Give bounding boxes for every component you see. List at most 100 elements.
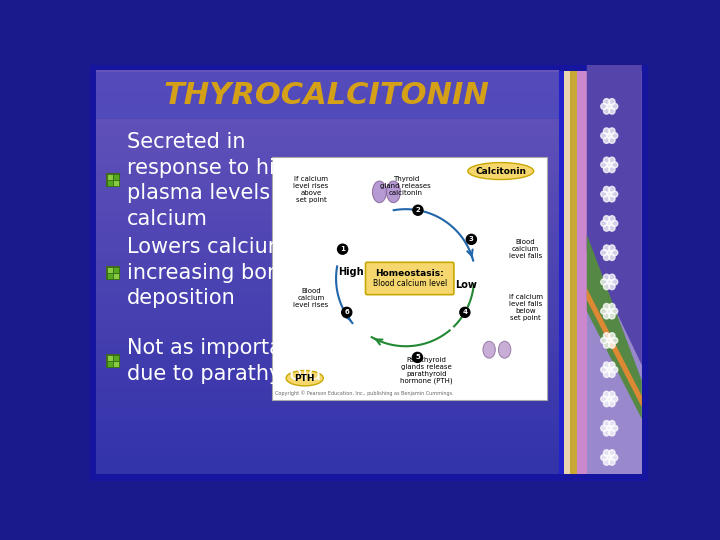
Text: If calcium
level falls
below
set point: If calcium level falls below set point [508,294,543,321]
Circle shape [609,99,615,105]
Circle shape [611,279,618,285]
Circle shape [603,215,610,222]
Bar [96,131,559,138]
Circle shape [603,128,610,134]
Bar [96,333,559,340]
Bar [96,225,559,232]
Circle shape [611,220,618,226]
Ellipse shape [468,163,534,179]
Bar [113,180,120,186]
Polygon shape [587,288,642,408]
Circle shape [609,225,615,231]
Circle shape [611,308,618,314]
Bar [96,164,559,172]
Circle shape [607,367,611,372]
Circle shape [609,450,615,456]
Text: Blood calcium level: Blood calcium level [372,279,447,288]
Circle shape [600,162,607,168]
Bar [96,420,559,427]
Bar [96,393,559,401]
Bar [96,191,559,199]
Bar [96,440,559,448]
Text: If calcium
level rises
above
set point: If calcium level rises above set point [293,176,328,203]
Circle shape [603,195,610,202]
Circle shape [603,137,610,144]
Bar [96,111,559,118]
Ellipse shape [483,341,495,358]
Circle shape [609,401,615,407]
Bar [96,312,559,320]
Text: Copyright © Pearson Education, Inc., publishing as Benjamin Cummings.: Copyright © Pearson Education, Inc., pub… [275,390,454,396]
Circle shape [607,163,611,167]
Bar [564,71,570,475]
Circle shape [603,274,610,280]
Bar [96,380,559,387]
Circle shape [609,166,615,173]
Bar [107,361,113,367]
Bar [107,355,113,361]
Ellipse shape [387,181,400,202]
Circle shape [603,99,610,105]
Circle shape [603,333,610,339]
Text: 2: 2 [415,207,420,213]
Text: 3: 3 [469,237,474,242]
Circle shape [603,108,610,114]
Bar [96,433,559,441]
Bar [272,157,547,400]
Circle shape [607,338,611,343]
Text: High: High [338,267,364,278]
Bar [96,285,559,293]
Circle shape [603,186,610,193]
Bar [96,454,559,461]
Bar [96,158,559,165]
Bar [96,232,559,239]
Text: 1: 1 [340,246,345,252]
Bar [96,386,559,394]
Bar [96,366,559,374]
Circle shape [609,128,615,134]
Circle shape [609,333,615,339]
Bar [96,427,559,434]
Bar [113,273,120,279]
Circle shape [609,372,615,377]
Text: Blood
calcium
level falls: Blood calcium level falls [509,239,542,259]
Circle shape [611,396,618,402]
Bar [96,306,559,313]
Circle shape [603,362,610,368]
Circle shape [611,455,618,461]
Circle shape [600,132,607,139]
Circle shape [342,307,352,318]
Bar [96,77,559,84]
Ellipse shape [286,370,323,386]
Circle shape [607,133,611,138]
Bar [96,326,559,333]
Bar [113,355,120,361]
Circle shape [600,191,607,197]
Circle shape [413,205,423,215]
Circle shape [603,157,610,163]
Polygon shape [587,234,642,419]
Circle shape [607,426,611,430]
Circle shape [609,459,615,465]
Circle shape [607,104,611,109]
Bar [96,178,559,185]
Circle shape [600,455,607,461]
Bar [96,299,559,306]
Bar [96,124,559,131]
Bar [96,138,559,145]
Bar [107,173,120,187]
Text: 4: 4 [462,309,467,315]
Circle shape [600,249,607,256]
Bar [96,292,559,300]
Bar [96,413,559,421]
Text: Not as important
due to parathyroid: Not as important due to parathyroid [127,339,322,384]
Circle shape [600,220,607,226]
Bar [96,185,559,192]
Circle shape [607,251,611,255]
Bar [96,144,559,152]
Bar [96,279,559,286]
Bar [96,272,559,279]
Bar [559,71,564,475]
Circle shape [611,103,618,110]
Bar [96,84,559,91]
